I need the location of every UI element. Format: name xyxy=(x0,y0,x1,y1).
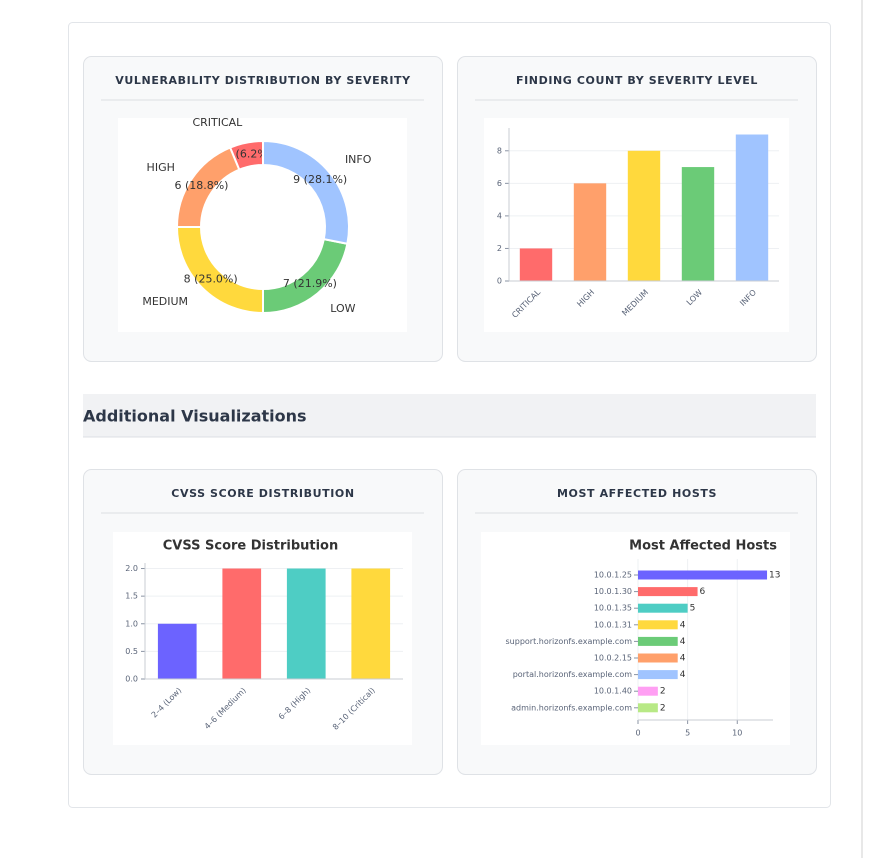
panel-title: VULNERABILITY DISTRIBUTION BY SEVERITY xyxy=(115,74,411,87)
donut-slice xyxy=(262,139,350,245)
y-tick-label: 8 xyxy=(497,146,502,155)
slice-label: HIGH xyxy=(147,161,175,174)
slice-label: CRITICAL xyxy=(192,116,243,129)
y-tick-label: admin.horizonfs.example.com xyxy=(511,703,632,712)
chart-area xyxy=(481,532,790,745)
x-tick-label: 5 xyxy=(685,729,690,738)
slice-label: LOW xyxy=(330,302,355,315)
bar-value-label: 5 xyxy=(690,604,696,614)
bar xyxy=(681,167,715,281)
bar xyxy=(638,636,678,646)
y-tick-label: 0 xyxy=(497,277,502,286)
bar-value-label: 4 xyxy=(680,654,686,664)
section-band xyxy=(83,394,816,437)
bar xyxy=(519,248,553,281)
bar xyxy=(573,183,607,281)
slice-value-label: 7 (21.9%) xyxy=(283,277,337,290)
panel-title: CVSS SCORE DISTRIBUTION xyxy=(171,487,354,500)
bar xyxy=(638,587,698,597)
y-tick-label: 10.0.1.35 xyxy=(594,604,632,613)
bar xyxy=(638,670,678,680)
bar xyxy=(157,623,197,679)
bar-value-label: 4 xyxy=(680,637,686,647)
bar xyxy=(286,568,326,679)
bar-value-label: 4 xyxy=(680,670,686,680)
slice-value-label: 9 (28.1%) xyxy=(293,173,347,186)
bar-value-label: 2 xyxy=(660,703,666,713)
y-tick-label: portal.horizonfs.example.com xyxy=(513,670,633,679)
panel-title: MOST AFFECTED HOSTS xyxy=(557,487,717,500)
slice-label: MEDIUM xyxy=(142,295,188,308)
y-tick-label: 10.0.2.15 xyxy=(594,654,632,663)
section-title: Additional Visualizations xyxy=(83,407,307,426)
chart-title: Most Affected Hosts xyxy=(629,539,777,554)
y-tick-label: 2 xyxy=(497,244,502,253)
y-tick-label: 6 xyxy=(497,179,502,188)
bar xyxy=(638,686,658,696)
bar xyxy=(638,620,678,630)
bar-value-label: 2 xyxy=(660,687,666,697)
bar-value-label: 13 xyxy=(769,571,780,581)
slice-label: INFO xyxy=(345,153,372,166)
bar xyxy=(627,150,661,281)
slice-value-label: 2 (6.2%) xyxy=(225,147,272,160)
y-tick-label: 10.0.1.40 xyxy=(594,687,632,696)
y-tick-label: 4 xyxy=(497,211,502,220)
y-tick-label: 2.0 xyxy=(125,564,138,573)
bar xyxy=(351,568,391,679)
bar xyxy=(222,568,262,679)
slice-value-label: 6 (18.8%) xyxy=(174,179,228,192)
x-tick-label: 0 xyxy=(635,729,640,738)
y-tick-label: 0.5 xyxy=(125,647,138,656)
y-tick-label: 10.0.1.30 xyxy=(594,587,632,596)
bar xyxy=(735,134,769,281)
bar xyxy=(638,653,678,663)
y-tick-label: 0.0 xyxy=(125,675,138,684)
chart-title: CVSS Score Distribution xyxy=(163,539,339,554)
bar xyxy=(638,703,658,713)
y-tick-label: 1.0 xyxy=(125,619,138,628)
y-tick-label: support.horizonfs.example.com xyxy=(506,637,633,646)
x-tick-label: 10 xyxy=(732,729,742,738)
bar xyxy=(638,603,688,613)
y-tick-label: 10.0.1.25 xyxy=(594,571,632,580)
bar-value-label: 6 xyxy=(700,587,706,597)
panel-title: FINDING COUNT BY SEVERITY LEVEL xyxy=(516,74,758,87)
y-tick-label: 1.5 xyxy=(125,592,138,601)
bar-value-label: 4 xyxy=(680,620,686,630)
y-tick-label: 10.0.1.31 xyxy=(594,620,632,629)
bar xyxy=(638,570,768,580)
slice-value-label: 8 (25.0%) xyxy=(184,272,238,285)
